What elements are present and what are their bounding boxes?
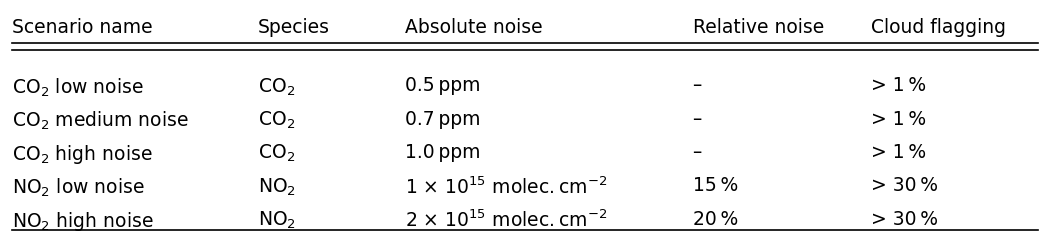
Text: –: – <box>693 76 701 95</box>
Text: 20 %: 20 % <box>693 210 738 229</box>
Text: CO$_2$ low noise: CO$_2$ low noise <box>12 76 144 99</box>
Text: 0.5 ppm: 0.5 ppm <box>404 76 480 95</box>
Text: 2 × 10$^{15}$ molec. cm$^{-2}$: 2 × 10$^{15}$ molec. cm$^{-2}$ <box>404 210 607 231</box>
Text: 1 × 10$^{15}$ molec. cm$^{-2}$: 1 × 10$^{15}$ molec. cm$^{-2}$ <box>404 176 607 198</box>
Text: > 1 %: > 1 % <box>870 143 926 162</box>
Text: Relative noise: Relative noise <box>693 18 824 37</box>
Text: > 1 %: > 1 % <box>870 76 926 95</box>
Text: 0.7 ppm: 0.7 ppm <box>404 110 480 129</box>
Text: –: – <box>693 143 701 162</box>
Text: > 30 %: > 30 % <box>870 210 938 229</box>
Text: NO$_2$ high noise: NO$_2$ high noise <box>12 210 153 233</box>
Text: CO$_2$: CO$_2$ <box>258 143 295 164</box>
Text: > 1 %: > 1 % <box>870 110 926 129</box>
Text: > 30 %: > 30 % <box>870 176 938 195</box>
Text: Scenario name: Scenario name <box>12 18 152 37</box>
Text: –: – <box>693 110 701 129</box>
Text: 1.0 ppm: 1.0 ppm <box>404 143 480 162</box>
Text: CO$_2$ medium noise: CO$_2$ medium noise <box>12 110 189 132</box>
Text: Cloud flagging: Cloud flagging <box>870 18 1006 37</box>
Text: CO$_2$ high noise: CO$_2$ high noise <box>12 143 152 166</box>
Text: Species: Species <box>258 18 330 37</box>
Text: CO$_2$: CO$_2$ <box>258 76 295 98</box>
Text: Absolute noise: Absolute noise <box>404 18 542 37</box>
Text: 15 %: 15 % <box>693 176 738 195</box>
Text: NO$_2$ low noise: NO$_2$ low noise <box>12 176 145 199</box>
Text: NO$_2$: NO$_2$ <box>258 176 296 198</box>
Text: CO$_2$: CO$_2$ <box>258 110 295 131</box>
Text: NO$_2$: NO$_2$ <box>258 210 296 231</box>
